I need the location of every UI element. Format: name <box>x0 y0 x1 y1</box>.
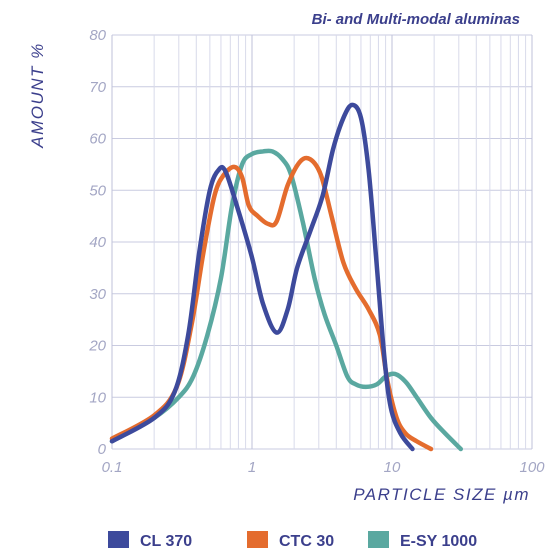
x-tick-label: 10 <box>384 459 401 476</box>
legend: CL 370 CTC 30 E-SY 1000 <box>108 531 477 549</box>
x-tick-label: 100 <box>519 459 545 476</box>
legend-swatch <box>247 531 268 548</box>
series-lines <box>109 102 464 452</box>
y-tick-label: 60 <box>89 131 106 148</box>
y-tick-label: 20 <box>88 338 106 355</box>
legend-swatch <box>368 531 389 548</box>
y-tick-label: 10 <box>89 389 106 406</box>
x-tick-label: 1 <box>248 459 256 476</box>
series-line-cl-370 <box>109 102 415 452</box>
legend-item-cl-370: CL 370 <box>108 531 192 549</box>
x-axis-title: PARTICLE SIZE µm <box>353 485 530 504</box>
y-tick-label: 80 <box>89 27 106 44</box>
legend-label: CTC 30 <box>279 533 334 549</box>
y-tick-label: 30 <box>89 286 106 303</box>
series-line-ctc-30 <box>109 155 434 452</box>
x-tick-labels: 0.1 1 10 100 <box>102 459 546 476</box>
x-tick-label: 0.1 <box>102 459 123 476</box>
y-tick-label: 50 <box>89 182 106 199</box>
legend-item-ctc-30: CTC 30 <box>247 531 334 549</box>
y-tick-labels: 0 10 20 30 40 50 60 70 80 <box>88 27 106 458</box>
series-line-e-sy-1000 <box>109 148 464 452</box>
y-tick-label: 40 <box>89 234 106 251</box>
chart-title: Bi- and Multi-modal aluminas <box>312 11 520 28</box>
legend-swatch <box>108 531 129 548</box>
y-axis-title: AMOUNT % <box>28 42 47 149</box>
legend-label: E-SY 1000 <box>400 533 477 549</box>
y-tick-label: 0 <box>98 441 107 458</box>
y-tick-label: 70 <box>89 79 106 96</box>
legend-label: CL 370 <box>140 533 192 549</box>
legend-item-e-sy-1000: E-SY 1000 <box>368 531 477 549</box>
